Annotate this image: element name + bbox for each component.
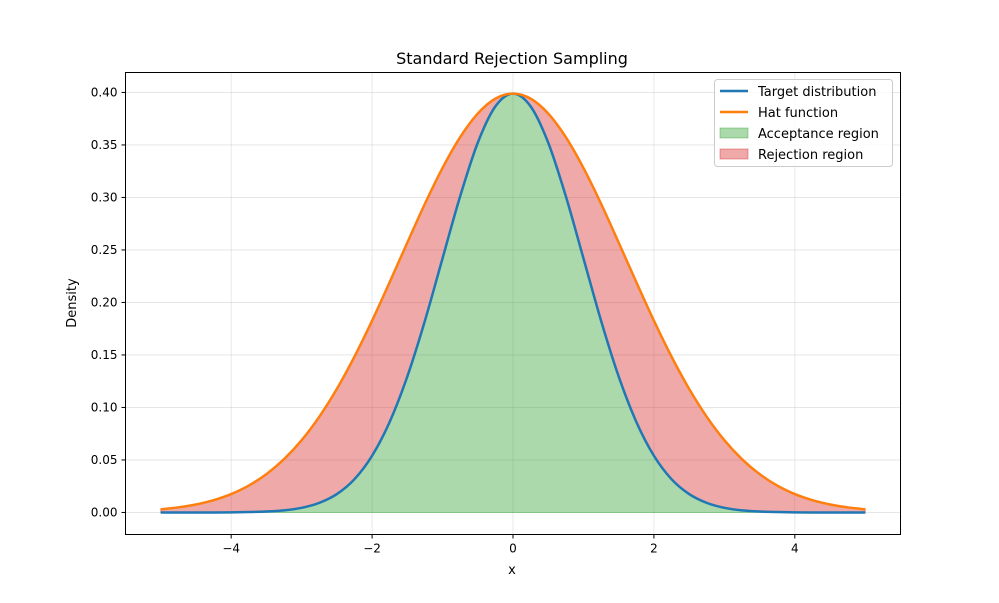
x-axis-label: x <box>508 563 516 578</box>
legend-label: Target distribution <box>757 85 876 100</box>
x-tick-label: 0 <box>509 542 517 556</box>
legend-swatch <box>719 127 749 139</box>
x-tick-label: −2 <box>363 542 381 556</box>
y-tick-label: 0.00 <box>91 505 118 519</box>
y-ticks: 0.00 0.05 0.10 0.15 0.20 0.25 0.30 0.35 0.40 <box>91 85 126 519</box>
y-tick-label: 0.15 <box>91 348 118 362</box>
x-ticks: −4 −2 0 2 4 <box>222 534 799 556</box>
y-tick-label: 0.40 <box>91 85 118 99</box>
x-tick-label: 4 <box>791 542 799 556</box>
hat-function-line <box>160 92 866 511</box>
x-tick-label: −4 <box>222 542 240 556</box>
y-tick-label: 0.20 <box>91 295 118 309</box>
legend-label: Rejection region <box>758 148 863 163</box>
y-tick-label: 0.30 <box>91 190 118 204</box>
lines <box>160 92 866 514</box>
y-tick-label: 0.35 <box>91 138 118 152</box>
legend-label: Hat function <box>758 106 838 121</box>
x-tick-label: 2 <box>650 542 658 556</box>
y-axis-label: Density <box>65 278 80 328</box>
legend-swatch <box>719 148 749 160</box>
y-tick-label: 0.10 <box>91 400 118 414</box>
legend: Target distribution Hat function Acceptanc… <box>714 79 893 167</box>
chart-title: Standard Rejection Sampling <box>396 49 628 68</box>
y-tick-label: 0.05 <box>91 453 118 467</box>
y-tick-label: 0.25 <box>91 243 118 257</box>
legend-label: Acceptance region <box>758 127 879 142</box>
